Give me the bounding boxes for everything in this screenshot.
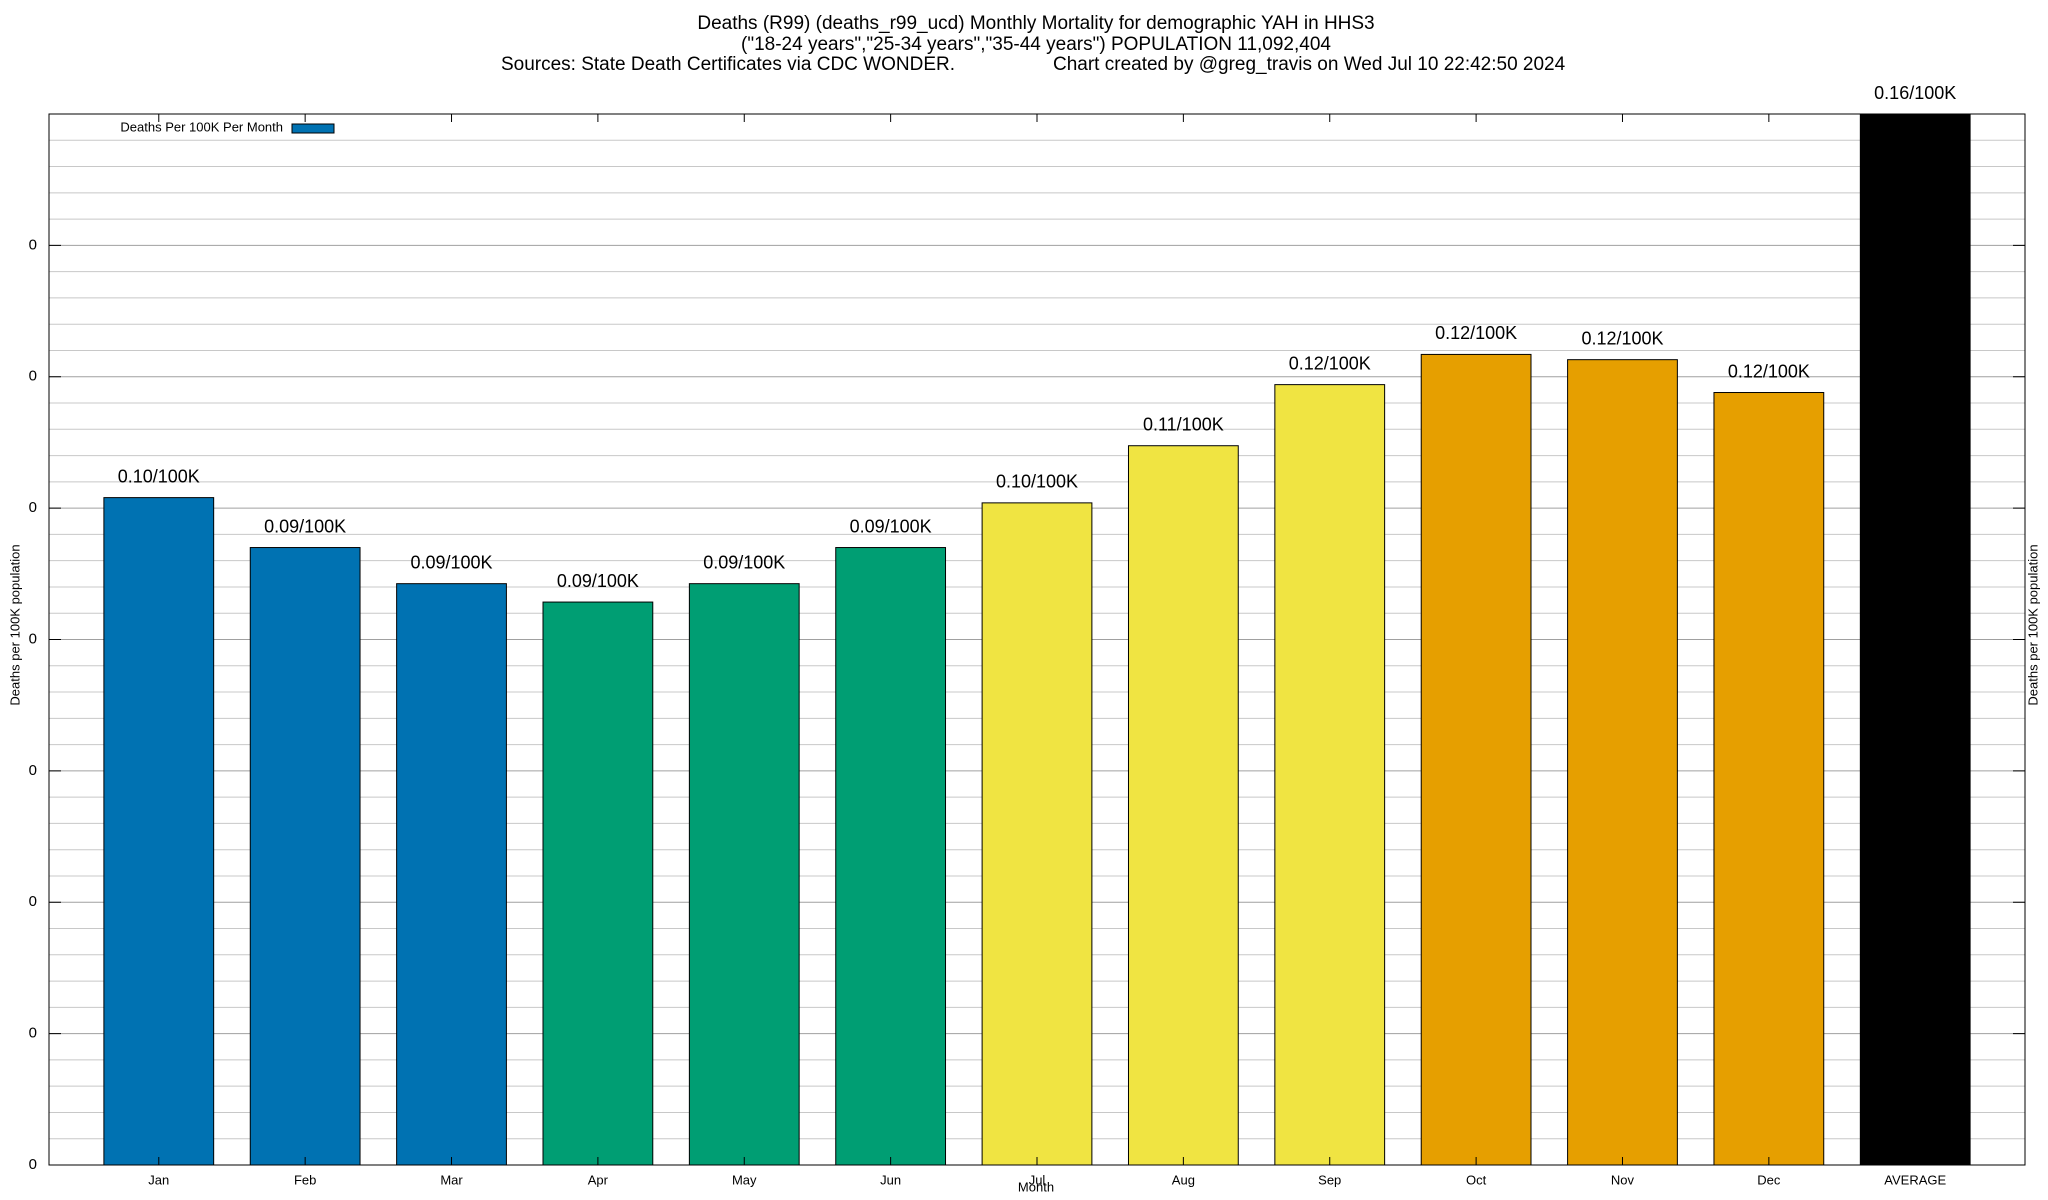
value-label: 0.09/100K bbox=[557, 571, 639, 591]
plot-frame bbox=[48, 113, 2026, 1166]
chart-title: Deaths (R99) (deaths_r99_ucd) Monthly Mo… bbox=[697, 13, 1374, 34]
y-tick-label: 0 bbox=[29, 1156, 37, 1173]
x-tick-label: Dec bbox=[1757, 1172, 1781, 1187]
y-axis-label: Deaths per 100K population bbox=[7, 544, 22, 705]
y-tick-label: 0 bbox=[29, 1025, 37, 1042]
x-tick-label: Nov bbox=[1611, 1172, 1635, 1187]
value-label: 0.12/100K bbox=[1581, 328, 1663, 348]
bar bbox=[249, 547, 361, 1166]
value-label: 0.09/100K bbox=[703, 552, 785, 572]
legend-swatch bbox=[291, 123, 335, 134]
value-label: 0.12/100K bbox=[1728, 361, 1810, 381]
source-note: Sources: State Death Certificates via CD… bbox=[501, 54, 955, 75]
y-tick-label: 0 bbox=[29, 893, 37, 910]
bar bbox=[688, 583, 800, 1166]
x-tick-label: Mar bbox=[440, 1172, 463, 1187]
y-tick-label: 0 bbox=[29, 499, 37, 516]
value-label: 0.09/100K bbox=[850, 516, 932, 536]
y-tick-label: 0 bbox=[29, 236, 37, 253]
chart-subtitle: ("18-24 years","25-34 years","35-44 year… bbox=[741, 34, 1331, 55]
value-label: 0.10/100K bbox=[118, 466, 200, 486]
bar bbox=[542, 601, 654, 1166]
value-label: 0.16/100K bbox=[1874, 83, 1956, 103]
x-axis-label: Month bbox=[1018, 1179, 1054, 1194]
x-tick-label: Sep bbox=[1318, 1172, 1341, 1187]
x-tick-label: Apr bbox=[588, 1172, 609, 1187]
y-tick-label: 0 bbox=[29, 762, 37, 779]
y2-axis-label: Deaths per 100K population bbox=[2025, 544, 2040, 705]
value-label: 0.09/100K bbox=[410, 552, 492, 572]
value-label: 0.10/100K bbox=[996, 472, 1078, 492]
value-label: 0.11/100K bbox=[1143, 414, 1224, 434]
x-tick-label: AVERAGE bbox=[1884, 1172, 1946, 1187]
y-tick-label: 0 bbox=[29, 368, 37, 385]
bar bbox=[396, 583, 507, 1166]
y-tick-label: 0 bbox=[29, 630, 37, 647]
x-tick-label: Jun bbox=[880, 1172, 901, 1187]
x-tick-label: May bbox=[732, 1172, 757, 1187]
bar bbox=[1859, 113, 1971, 1166]
x-tick-label: Oct bbox=[1466, 1172, 1487, 1187]
x-tick-label: Jul bbox=[1029, 1172, 1046, 1187]
legend-label: Deaths Per 100K Per Month bbox=[120, 119, 283, 134]
bar bbox=[981, 502, 1093, 1166]
bar bbox=[835, 547, 947, 1166]
x-tick-label: Jan bbox=[148, 1172, 169, 1187]
bar bbox=[1127, 445, 1239, 1166]
bar bbox=[1274, 384, 1386, 1166]
value-label: 0.12/100K bbox=[1435, 323, 1517, 343]
value-label: 0.09/100K bbox=[264, 516, 346, 536]
x-tick-label: Aug bbox=[1172, 1172, 1195, 1187]
bar bbox=[1420, 353, 1532, 1166]
bar bbox=[103, 497, 215, 1166]
value-label: 0.12/100K bbox=[1289, 353, 1371, 373]
bar bbox=[1567, 359, 1678, 1166]
x-tick-label: Feb bbox=[294, 1172, 316, 1187]
credit-note: Chart created by @greg_travis on Wed Jul… bbox=[1053, 54, 1566, 75]
bar bbox=[1713, 392, 1825, 1166]
